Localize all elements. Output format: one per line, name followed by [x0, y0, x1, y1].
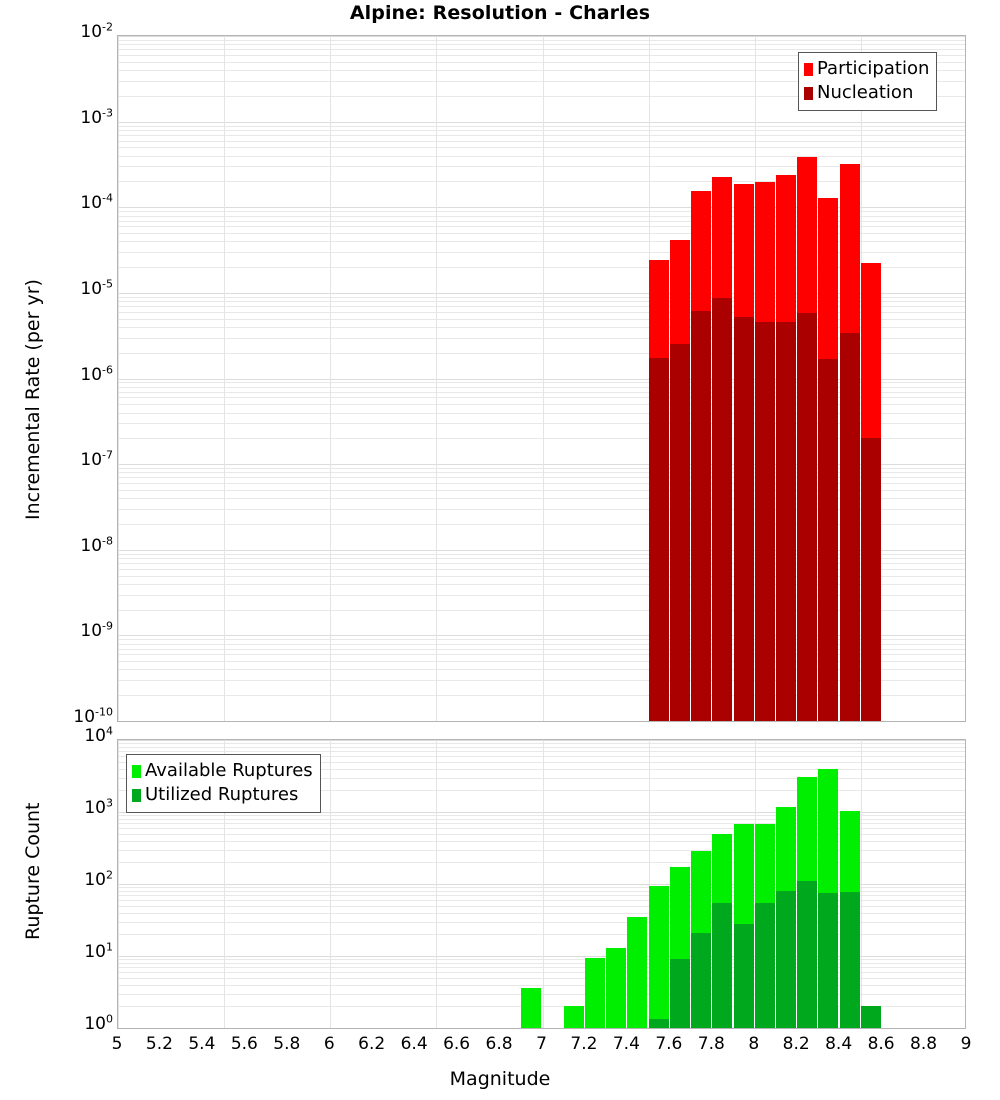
x-tick-label: 5: [111, 1034, 123, 1054]
y-tick-label: 103: [84, 796, 113, 818]
utilized-ruptures-bar: [649, 1018, 669, 1028]
available-ruptures-bar: [649, 885, 669, 1028]
x-tick-label: 7: [536, 1034, 547, 1054]
nucleation-bar: [776, 321, 796, 721]
y-tick-label: 10-2: [80, 20, 113, 42]
y-tick-label: 10-6: [80, 362, 113, 385]
x-axis-label: Magnitude: [449, 1068, 551, 1090]
y-tick-label: 102: [84, 868, 113, 890]
x-tick-label: 7.6: [655, 1034, 683, 1054]
y-tick-label: 10-9: [80, 619, 113, 642]
legend-color-swatch: [132, 788, 141, 802]
incremental-rate-plot: [117, 35, 966, 722]
y-tick-label: 100: [84, 1012, 113, 1034]
nucleation-bar: [840, 333, 860, 721]
legend-label: Utilized Ruptures: [145, 784, 299, 805]
x-tick-label: 6.4: [400, 1034, 428, 1054]
x-tick-label: 7.8: [697, 1034, 725, 1054]
y-tick-label: 10-7: [80, 448, 113, 471]
bottom-legend-item: Available Ruptures: [132, 759, 313, 783]
x-tick-label: 6: [323, 1034, 335, 1054]
legend-color-swatch: [804, 62, 813, 76]
nucleation-bar: [861, 438, 881, 721]
y-tick-label: 10-8: [80, 534, 113, 556]
nucleation-bar: [649, 357, 669, 721]
available-ruptures-bar: [521, 987, 541, 1028]
legend-label: Nucleation: [817, 82, 914, 103]
x-tick-label: 5.2: [145, 1034, 173, 1054]
x-tick-label: 7.2: [570, 1034, 598, 1054]
nucleation-bar: [734, 317, 754, 721]
bottom-y-axis-label: Rupture Count: [22, 802, 44, 941]
legend-color-swatch: [132, 764, 141, 778]
utilized-ruptures-bar: [755, 902, 775, 1028]
top-legend-item: Participation: [804, 57, 929, 81]
nucleation-bar: [755, 321, 775, 721]
utilized-ruptures-bar: [734, 923, 754, 1028]
bottom-legend: Available Ruptures Utilized Ruptures: [126, 754, 321, 813]
x-tick-label: 8.8: [910, 1034, 938, 1054]
nucleation-bar: [712, 297, 732, 721]
utilized-ruptures-bar: [670, 959, 690, 1028]
top-legend-item: Nucleation: [804, 81, 929, 105]
available-ruptures-bar: [585, 957, 605, 1028]
top-y-axis-label: Incremental Rate (per yr): [22, 279, 44, 520]
nucleation-bar: [818, 358, 838, 721]
utilized-ruptures-bar: [797, 881, 817, 1028]
x-tick-label: 7.4: [612, 1034, 640, 1054]
x-tick-label: 6.2: [358, 1034, 386, 1054]
nucleation-bar: [670, 344, 690, 721]
x-tick-label: 8: [748, 1034, 760, 1054]
x-tick-label: 9: [960, 1034, 972, 1054]
available-ruptures-bar: [606, 947, 626, 1028]
x-tick-label: 5.6: [230, 1034, 258, 1054]
legend-label: Participation: [817, 58, 930, 79]
utilized-ruptures-bar: [861, 1006, 881, 1028]
x-tick-label: 6.6: [443, 1034, 471, 1054]
utilized-ruptures-bar: [818, 893, 838, 1028]
legend-label: Available Ruptures: [145, 760, 313, 781]
y-tick-label: 104: [84, 724, 113, 746]
page-title: Alpine: Resolution - Charles: [349, 2, 651, 24]
utilized-ruptures-bar: [712, 902, 732, 1028]
y-tick-label: 10-10: [73, 705, 113, 727]
y-tick-label: 10-5: [80, 277, 113, 299]
legend-color-swatch: [804, 86, 813, 100]
utilized-ruptures-bar: [691, 932, 711, 1028]
utilized-ruptures-bar: [776, 890, 796, 1028]
y-tick-label: 10-3: [80, 105, 113, 128]
x-tick-label: 5.8: [273, 1034, 301, 1054]
available-ruptures-bar: [564, 1006, 584, 1028]
nucleation-bar: [691, 310, 711, 721]
top-legend: Participation Nucleation: [798, 52, 938, 111]
utilized-ruptures-bar: [840, 891, 860, 1028]
x-tick-label: 8.4: [825, 1034, 853, 1054]
x-tick-label: 8.6: [867, 1034, 895, 1054]
nucleation-bar: [797, 313, 817, 721]
x-tick-label: 8.2: [782, 1034, 810, 1054]
y-tick-label: 101: [84, 940, 113, 962]
x-tick-label: 5.4: [188, 1034, 216, 1054]
bottom-legend-item: Utilized Ruptures: [132, 783, 313, 807]
x-tick-label: 6.8: [485, 1034, 513, 1054]
y-tick-label: 10-4: [80, 191, 113, 214]
available-ruptures-bar: [627, 916, 647, 1028]
